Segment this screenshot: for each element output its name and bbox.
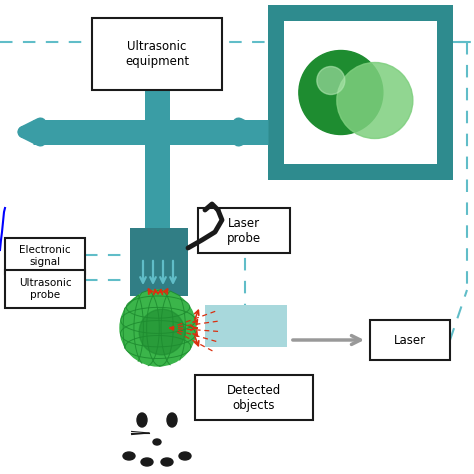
Text: Ultrasonic
probe: Ultrasonic probe (18, 278, 71, 300)
Text: Detected
objects: Detected objects (227, 383, 281, 411)
Ellipse shape (137, 413, 147, 427)
Circle shape (317, 66, 345, 94)
Circle shape (337, 63, 413, 138)
FancyBboxPatch shape (370, 320, 450, 360)
Ellipse shape (135, 273, 179, 303)
Circle shape (139, 309, 185, 355)
FancyBboxPatch shape (268, 5, 453, 180)
FancyBboxPatch shape (130, 228, 188, 296)
Ellipse shape (107, 277, 207, 407)
Ellipse shape (153, 439, 161, 445)
Text: Electronic
signal: Electronic signal (19, 245, 71, 267)
Ellipse shape (179, 452, 191, 460)
Circle shape (120, 290, 196, 366)
FancyBboxPatch shape (5, 238, 85, 274)
Circle shape (299, 51, 383, 135)
FancyBboxPatch shape (195, 375, 313, 420)
FancyBboxPatch shape (5, 270, 85, 308)
Text: Laser
probe: Laser probe (227, 217, 261, 245)
Text: Laser: Laser (394, 334, 426, 346)
FancyBboxPatch shape (92, 18, 222, 90)
Ellipse shape (167, 413, 177, 427)
Ellipse shape (141, 458, 153, 466)
FancyBboxPatch shape (205, 305, 287, 347)
Ellipse shape (109, 386, 129, 414)
FancyBboxPatch shape (284, 21, 437, 164)
Ellipse shape (185, 386, 205, 414)
Text: Ultrasonic
equipment: Ultrasonic equipment (125, 40, 189, 68)
FancyBboxPatch shape (198, 208, 290, 253)
Ellipse shape (161, 458, 173, 466)
Ellipse shape (123, 452, 135, 460)
Ellipse shape (123, 384, 191, 446)
